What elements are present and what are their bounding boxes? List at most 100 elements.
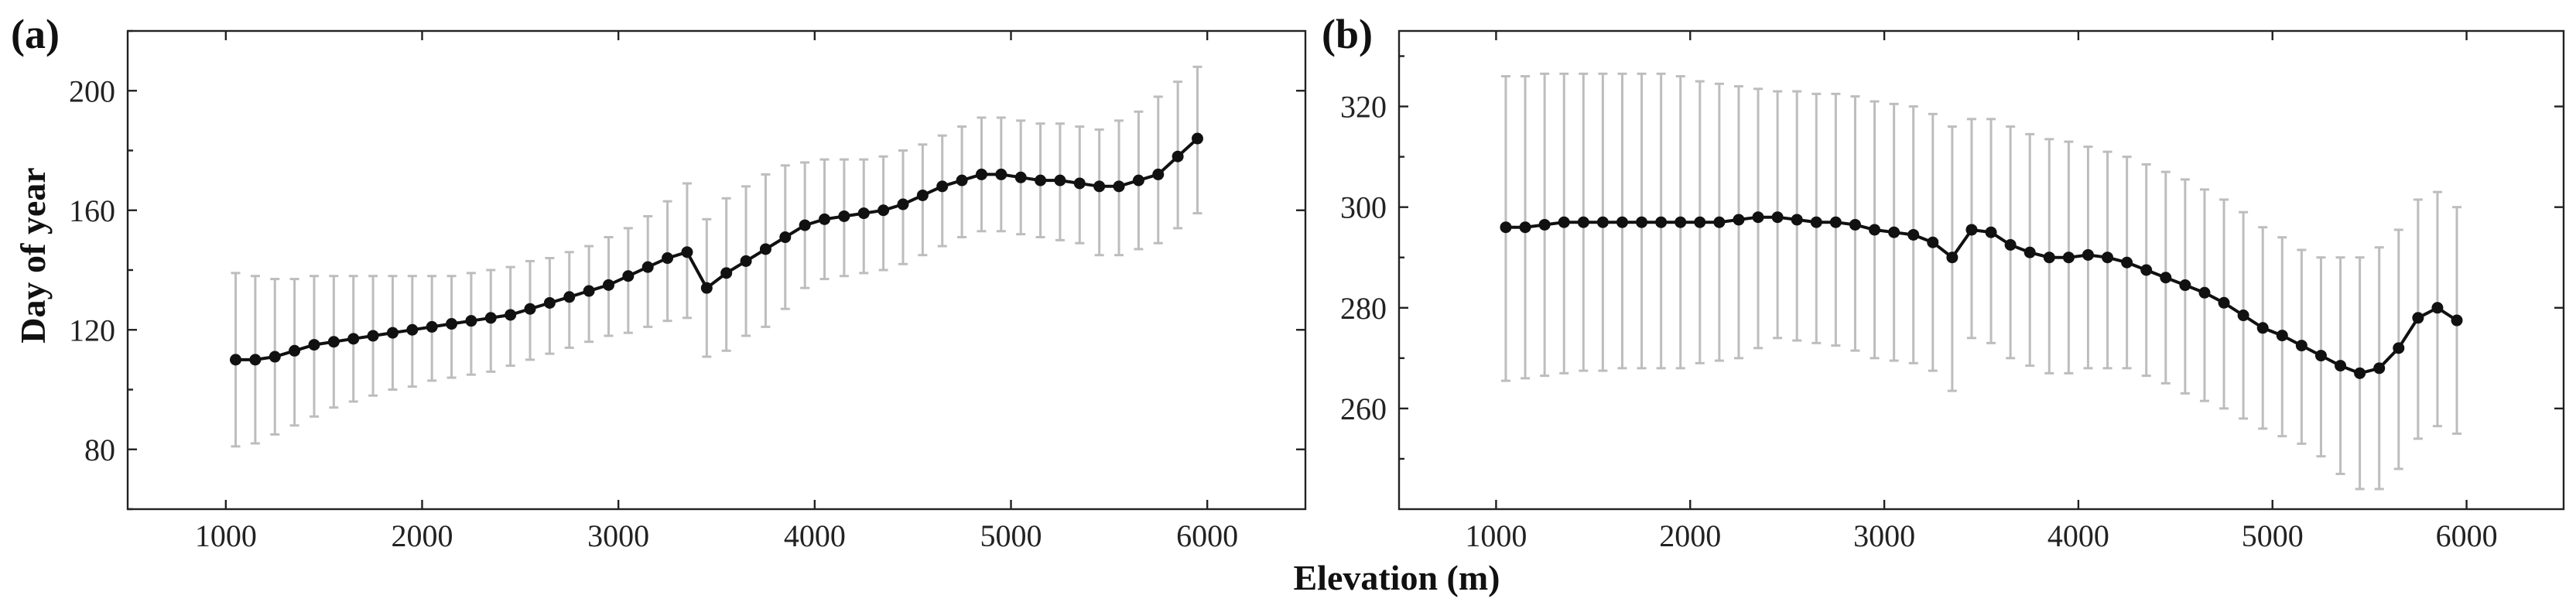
panel-b-data-point — [1577, 216, 1589, 228]
panel-b-data-point — [1907, 228, 1920, 241]
panel-b-data-point — [1946, 251, 1959, 264]
panel-b-data-point — [2218, 296, 2230, 309]
panel-b-data-point — [1519, 221, 1531, 234]
panel-b-y-tick-label: 300 — [1340, 190, 1387, 225]
panel-a-data-point — [995, 168, 1007, 180]
panel-a: 1000 2000 3000 4000 5000 6000 80 120 160 200 (a)… — [11, 11, 1307, 553]
panel-b-data-point — [1500, 221, 1512, 234]
panel-b-data-point — [2043, 251, 2055, 264]
panel-b-y-tick-label: 260 — [1340, 392, 1387, 426]
panel-a-data-point — [230, 354, 242, 366]
panel-b-data-point — [2354, 367, 2366, 379]
panel-a-x-tick: 5000 — [980, 31, 1042, 553]
panel-a-data-point — [641, 261, 654, 273]
panel-a-x-tick: 6000 — [1176, 31, 1238, 553]
panel-b-data-point — [2140, 264, 2153, 276]
panel-a-data-point — [857, 207, 870, 220]
panel-a-y-tick-label: 200 — [69, 74, 115, 108]
panel-a-x-tick-label: 1000 — [195, 518, 257, 553]
panel-a-data-point — [1073, 177, 1086, 190]
panel-a-data-point — [622, 270, 635, 282]
panel-b-data-point — [2393, 342, 2405, 354]
panel-b-data-point — [2295, 340, 2307, 352]
panel-b-data-point — [1596, 216, 1609, 228]
panel-b-data-point — [1713, 216, 1726, 228]
panel-b-series-line — [1506, 215, 2458, 375]
panel-a-y-tick: 80 — [84, 433, 1305, 467]
panel-a-data-point — [1054, 174, 1066, 186]
panel-a-data-point — [1191, 132, 1203, 145]
panel-b-data-point — [1985, 226, 1997, 238]
panel-b-data-point — [1810, 216, 1822, 228]
panel-a-data-point — [602, 279, 614, 291]
panel-b-x-tick-label: 6000 — [2436, 518, 2498, 553]
panel-a-data-point — [543, 296, 556, 309]
panel-b-data-point — [2335, 360, 2347, 372]
panel-b-data-point — [2121, 256, 2133, 269]
panel-a-data-point — [700, 282, 713, 294]
panel-a-data-point — [386, 327, 399, 339]
panel-a-series-line — [235, 137, 1199, 361]
panel-b-x-tick: 3000 — [1853, 31, 1915, 553]
panel-b-data-point — [2102, 251, 2114, 264]
panel-b-data-point — [2004, 238, 2017, 251]
panel-b-x-tick: 5000 — [2242, 31, 2304, 553]
panel-b-x-tick-label: 3000 — [1853, 518, 1915, 553]
panel-a-data-point — [936, 180, 949, 193]
panel-a-error-bar — [1094, 128, 1104, 257]
panel-b-data-point — [1869, 224, 1881, 236]
panel-b-data-point — [1791, 214, 1803, 226]
panel-b-data-point — [2256, 322, 2269, 334]
panel-a-data-point — [956, 174, 968, 186]
panel-a-x-tick: 3000 — [587, 31, 649, 553]
panel-a-x-tick: 2000 — [392, 31, 453, 553]
panel-a-y-tick-label: 160 — [69, 193, 115, 228]
panel-a-data-point — [1035, 174, 1047, 186]
panel-b-data-point — [2314, 350, 2327, 362]
panel-a-data-point — [1172, 150, 1184, 162]
panel-a-data-point — [1014, 171, 1027, 183]
panel-a-data-point — [1132, 174, 1144, 186]
panel-b-data-point — [1694, 216, 1706, 228]
panel-a-data-point — [759, 243, 771, 255]
panel-b-x-tick: 4000 — [2047, 31, 2109, 553]
panel-b-y-tick: 320 — [1340, 90, 2564, 125]
panel-a-data-point — [406, 323, 419, 336]
panel-a-data-point — [347, 333, 360, 345]
panel-a-data-point — [916, 189, 929, 201]
panel-a-data-point — [838, 210, 850, 222]
panel-a-data-point — [289, 344, 301, 357]
panel-b-data-point — [1655, 216, 1668, 228]
panel-b-data-point — [1965, 224, 1978, 236]
panel-a-data-point — [1113, 180, 1125, 193]
panel-a-y-tick: 160 — [69, 193, 1305, 228]
panel-b-data-point — [1675, 216, 1687, 228]
panel-b-y-tick: 300 — [1340, 190, 2564, 225]
panel-a-frame — [126, 29, 1307, 511]
panel-b-data-point — [2198, 286, 2211, 299]
panel-a-x-tick: 4000 — [784, 31, 846, 553]
panel-a-data-point — [524, 303, 536, 315]
panel-b-data-point — [1733, 214, 1745, 226]
panel-b-x-tick-label: 2000 — [1659, 518, 1721, 553]
panel-a-data-point — [367, 330, 379, 342]
panel-a-data-point — [720, 267, 733, 279]
panel-a-label: (a) — [11, 11, 60, 57]
panel-a-data-point — [681, 246, 693, 258]
panel-a-x-tick-label: 3000 — [587, 518, 649, 553]
panel-b-data-point — [2237, 310, 2249, 322]
panel-b-data-point — [1616, 216, 1628, 228]
panel-b-data-point — [2160, 272, 2172, 284]
panel-a-data-point — [975, 168, 987, 180]
panel-b-frame — [1397, 29, 2565, 511]
panel-b-data-point — [1538, 218, 1551, 231]
panel-b-label: (b) — [1322, 11, 1373, 57]
panel-b-data-point — [1752, 211, 1764, 224]
panel-b-data-point — [1636, 216, 1648, 228]
panel-a-data-point — [249, 354, 262, 366]
panel-a-data-point — [877, 204, 890, 217]
panel-a-data-point — [740, 255, 752, 267]
panel-b-x-tick-label: 4000 — [2047, 518, 2109, 553]
panel-a-x-tick: 1000 — [195, 31, 257, 553]
